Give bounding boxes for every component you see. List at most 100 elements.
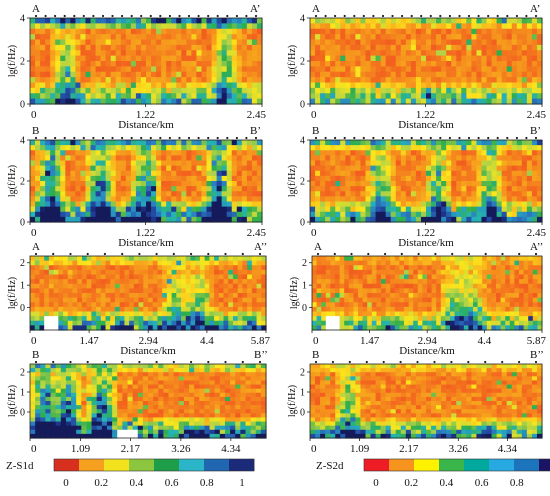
heatmap-cell — [441, 140, 447, 146]
heatmap-cell — [496, 18, 503, 24]
heatmap-cell — [506, 216, 513, 223]
heatmap-cell — [246, 39, 253, 46]
heatmap-cell — [395, 98, 402, 105]
heatmap-cell — [395, 44, 402, 51]
heatmap-cell — [362, 274, 368, 280]
heatmap-cell — [491, 269, 497, 276]
heatmap-cell — [422, 269, 428, 276]
heatmap-cell — [130, 98, 137, 105]
heatmap-cell — [410, 160, 417, 167]
heatmap-cell — [526, 82, 533, 89]
heatmap-cell — [60, 87, 66, 94]
heatmap-cell — [181, 196, 187, 203]
heatmap-cell — [120, 155, 127, 162]
heatmap-cell — [310, 186, 316, 192]
heatmap-cell — [422, 311, 428, 317]
heatmap-cell — [451, 216, 457, 223]
heatmap-cell — [381, 260, 387, 266]
heatmap-cell — [431, 160, 437, 167]
heatmap-cell — [251, 293, 258, 299]
heatmap-cell — [218, 325, 225, 331]
heatmap-cell — [256, 306, 262, 313]
heatmap-cell — [40, 93, 46, 100]
heatmap-cell — [500, 265, 506, 271]
heatmap-cell — [138, 306, 144, 313]
heatmap-cell — [345, 216, 351, 223]
heatmap-cell — [486, 256, 492, 262]
heatmap-cell — [70, 55, 76, 62]
heatmap-cell — [360, 140, 367, 146]
heatmap-cell — [521, 150, 528, 156]
heatmap-cell — [417, 320, 423, 326]
heatmap-cell — [450, 306, 456, 313]
heatmap-cell — [427, 325, 433, 331]
heatmap-cell — [95, 39, 102, 46]
heatmap-cell — [526, 34, 533, 41]
heatmap-cell — [85, 55, 92, 62]
heatmap-cell — [496, 297, 502, 303]
heatmap-cell — [196, 82, 203, 89]
heatmap-cell — [355, 87, 362, 94]
heatmap-cell — [50, 71, 56, 78]
x-tick-label: 2.94 — [418, 335, 438, 347]
heatmap-cell — [456, 61, 462, 67]
heatmap-cell — [65, 216, 71, 223]
heatmap-cell — [196, 39, 203, 46]
heatmap-cell — [125, 211, 132, 218]
heatmap-cell — [166, 44, 172, 51]
x-axis-label: Distance/km — [399, 345, 455, 357]
heatmap-cell — [35, 18, 41, 24]
heatmap-cell — [360, 150, 367, 156]
heatmap-cell — [206, 39, 213, 46]
heatmap-cell — [436, 325, 442, 331]
heatmap-cell — [231, 181, 238, 187]
heatmap-cell — [370, 201, 377, 208]
heatmap-cell — [77, 306, 83, 313]
heatmap-cell — [340, 170, 346, 177]
heatmap-cell — [251, 297, 258, 303]
heatmap-cell — [348, 325, 354, 331]
heatmap-cell — [441, 165, 447, 172]
heatmap-cell — [70, 39, 76, 46]
heatmap-cell — [345, 160, 351, 167]
heatmap-cell — [171, 283, 177, 289]
heatmap-cell — [45, 66, 51, 73]
heatmap-cell — [156, 61, 162, 67]
heatmap-cell — [105, 274, 111, 280]
heatmap-cell — [536, 160, 543, 167]
heatmap-cell — [45, 23, 51, 30]
heatmap-cell — [441, 23, 447, 30]
heatmap-cell — [206, 170, 213, 177]
heatmap-cell — [519, 279, 525, 285]
heatmap-cell — [70, 28, 76, 35]
heatmap-cell — [60, 150, 66, 156]
heatmap-cell — [427, 302, 433, 308]
heatmap-cell — [385, 34, 392, 41]
heatmap-cell — [60, 50, 66, 57]
heatmap-cell — [86, 288, 92, 294]
heatmap-cell — [80, 216, 87, 223]
heatmap-cell — [70, 77, 76, 84]
heatmap-cell — [256, 269, 262, 276]
heatmap-cell — [77, 279, 83, 285]
heatmap-cell — [105, 55, 112, 62]
heatmap-cell — [350, 39, 356, 46]
heatmap-cell — [500, 279, 506, 285]
heatmap-cell — [176, 23, 182, 30]
heatmap-cell — [320, 191, 326, 197]
heatmap-cell — [60, 191, 66, 197]
heatmap-cell — [114, 325, 121, 331]
heatmap-cell — [105, 181, 112, 187]
station-marker — [111, 136, 114, 140]
heatmap-cell — [360, 175, 367, 182]
heatmap-cell — [353, 306, 359, 313]
heatmap-cell — [325, 256, 331, 262]
heatmap-cell — [450, 269, 456, 276]
heatmap-cell — [216, 66, 223, 73]
heatmap-cell — [156, 28, 162, 35]
heatmap-cell — [45, 44, 51, 51]
heatmap-cell — [45, 61, 51, 67]
heatmap-cell — [451, 191, 457, 197]
heatmap-cell — [201, 50, 208, 57]
heatmap-cell — [218, 269, 225, 276]
